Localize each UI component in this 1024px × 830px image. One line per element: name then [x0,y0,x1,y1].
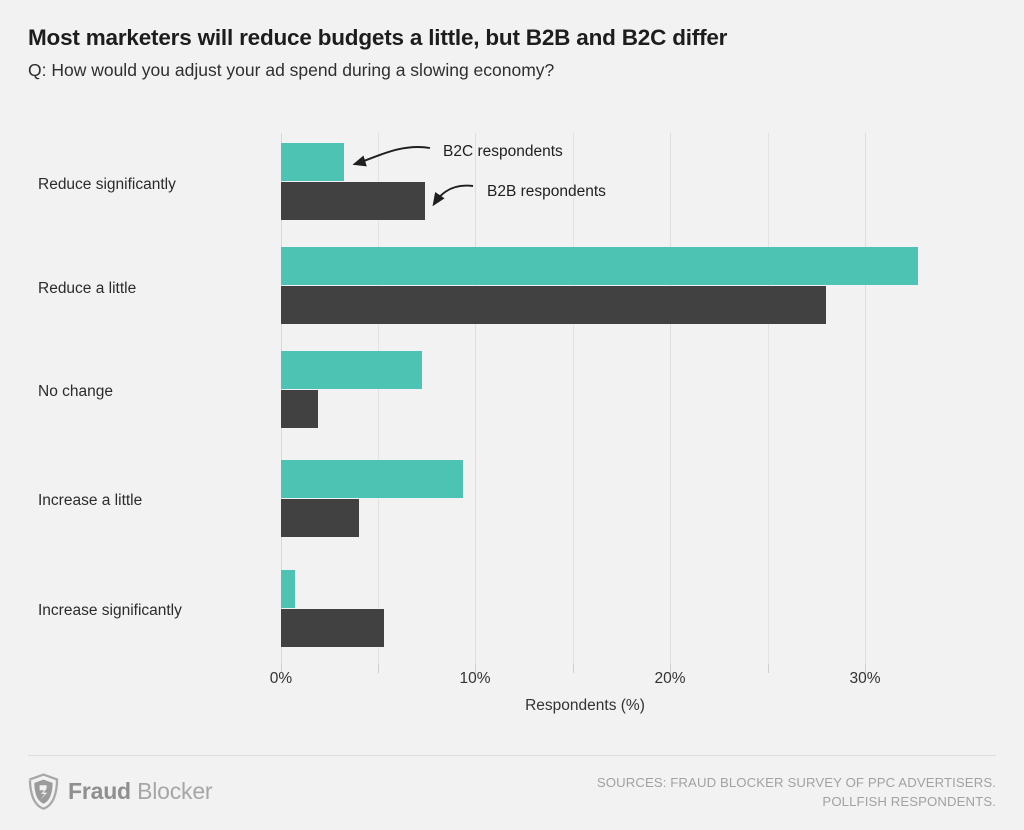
shield-f-icon [28,773,59,810]
tick-mark-10 [475,664,476,673]
bar-b2b-increase-a-little [281,499,359,537]
bar-b2b-no-change [281,390,318,428]
category-label-reduce-a-little: Reduce a little [38,280,137,297]
annotation-b2c-respondents: B2C respondents [443,143,563,160]
chart-header: Most marketers will reduce budgets a lit… [28,24,988,81]
tick-label-20: 20% [654,670,686,687]
bar-b2c-reduce-significantly [281,143,344,181]
x-axis-title-text: Respondents (%) [525,697,645,714]
tick-mark-25 [768,664,769,673]
gridline-25 [768,133,769,664]
page-title: Most marketers will reduce budgets a lit… [28,25,728,50]
footer-divider [28,755,996,756]
bar-b2c-reduce-a-little [281,247,918,285]
tick-mark-5 [378,664,379,673]
tick-label-10: 10% [459,670,491,687]
brand-logo-text: Fraud Blocker [68,778,213,805]
annotation-b2b-respondents: B2B respondents [487,183,606,200]
gridline-15 [573,133,574,664]
tick-mark-0 [281,664,282,673]
footer: Fraud Blocker SOURCES: FRAUD BLOCKER SUR… [28,765,996,825]
brand-name-light: Blocker [137,778,213,804]
bar-b2c-increase-significantly [281,570,295,608]
category-label-reduce-significantly: Reduce significantly [38,176,176,193]
plot-area: Reduce significantly Reduce a little No … [0,133,1024,715]
brand-logo: Fraud Blocker [28,773,213,810]
gridline-10 [475,133,476,664]
bar-b2b-reduce-significantly [281,182,425,220]
gridline-5 [378,133,379,664]
tick-label-30: 30% [849,670,881,687]
tick-label-0: 0% [269,670,293,687]
bar-b2c-increase-a-little [281,460,463,498]
category-label-increase-significantly: Increase significantly [38,602,182,619]
category-label-no-change: No change [38,383,113,400]
brand-name-bold: Fraud [68,778,131,804]
bar-b2b-reduce-a-little [281,286,826,324]
tick-mark-20 [670,664,671,673]
sources-line-2: POLLFISH RESPONDENTS. [822,794,996,810]
gridline-20 [670,133,671,664]
chart-subtitle: Q: How would you adjust your ad spend du… [28,60,555,80]
category-label-increase-a-little: Increase a little [38,492,143,509]
gridline-30 [865,133,866,664]
x-axis-title: Respondents (%) [0,697,1024,715]
sources-note: SOURCES: FRAUD BLOCKER SURVEY OF PPC ADV… [597,773,996,811]
tick-mark-30 [865,664,866,673]
tick-mark-15 [573,664,574,673]
sources-line-1: SOURCES: FRAUD BLOCKER SURVEY OF PPC ADV… [596,775,996,790]
bar-b2c-no-change [281,351,422,389]
annotation-arrows [352,146,474,207]
bar-b2b-increase-significantly [281,609,384,647]
